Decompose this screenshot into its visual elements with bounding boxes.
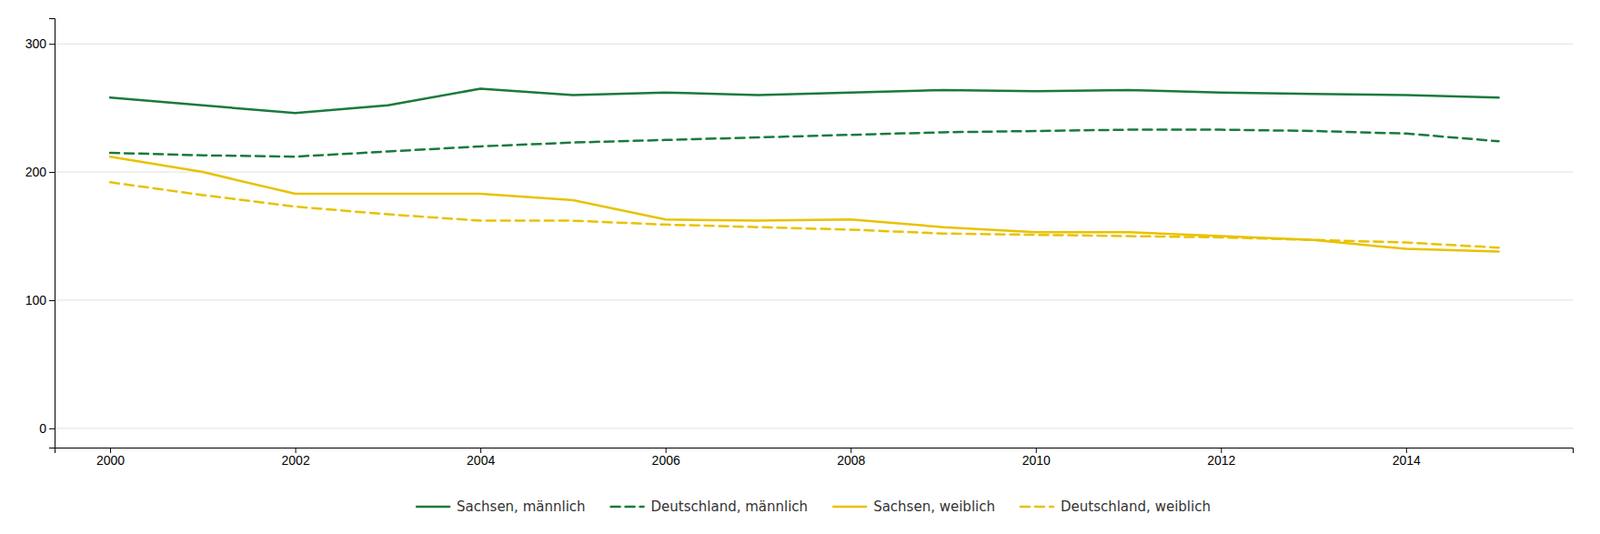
grid-line — [54, 171, 1573, 173]
series-line — [110, 88, 1500, 113]
legend-item: Deutschland, weiblich — [1020, 498, 1211, 515]
x-axis: 2000 2002 2004 2006 2008 2010 2012 2014 — [55, 447, 1574, 468]
tick-label: 0 — [39, 421, 47, 436]
tick-label: 2014 — [1392, 452, 1421, 468]
grid-line — [54, 427, 1573, 429]
tick-mark — [49, 428, 55, 430]
series-line — [110, 156, 1500, 252]
legend-swatch — [833, 505, 866, 509]
tick: 200 — [25, 164, 55, 180]
legend-item: Sachsen, männlich — [416, 498, 585, 515]
grid — [54, 43, 1573, 429]
tick-label: 2006 — [652, 452, 681, 468]
legend-label: Sachsen, männlich — [456, 498, 585, 515]
series-line — [110, 181, 1500, 248]
tick: 2012 — [1207, 447, 1236, 468]
tick-label: 2004 — [466, 452, 495, 468]
plot: 2000 2002 2004 2006 2008 2010 2012 2014 0 100 200 3… — [25, 19, 1574, 468]
grid-line — [54, 43, 1573, 45]
tick-mark — [49, 300, 55, 302]
series-line — [110, 130, 1500, 158]
legend-item: Sachsen, weiblich — [833, 498, 996, 515]
tick-label: 2010 — [1022, 452, 1051, 468]
tick-label: 2000 — [96, 452, 125, 468]
tick: 2008 — [836, 447, 866, 468]
tick-label: 200 — [25, 164, 48, 180]
y-axis: 0 100 200 300 — [25, 19, 56, 449]
tick: 0 — [39, 421, 55, 436]
tick: 100 — [25, 292, 55, 308]
tick: 2010 — [1022, 447, 1051, 468]
tick-label: 2012 — [1207, 452, 1236, 468]
tick-label: 300 — [25, 36, 48, 51]
tick: 2014 — [1392, 447, 1421, 468]
tick: 300 — [25, 36, 55, 51]
legend: Sachsen, männlich Deutschland, männlich Sa… — [416, 498, 1211, 515]
chart: 2000 2002 2004 2006 2008 2010 2012 2014 0 100 200 3… — [0, 0, 1600, 534]
legend-label: Deutschland, männlich — [651, 498, 809, 515]
legend-swatch — [611, 505, 645, 509]
legend-item: Deutschland, männlich — [611, 498, 809, 515]
legend-swatch — [416, 505, 450, 509]
axis-line — [49, 19, 56, 449]
tick-label: 100 — [25, 292, 48, 308]
tick-label: 2002 — [281, 452, 311, 468]
tick: 2000 — [96, 447, 125, 468]
grid-line — [54, 299, 1573, 301]
tick: 2002 — [281, 447, 311, 468]
tick: 2006 — [652, 447, 681, 468]
tick-mark — [49, 43, 55, 45]
legend-swatch — [1020, 505, 1054, 509]
tick-label: 2008 — [836, 452, 866, 468]
legend-label: Sachsen, weiblich — [873, 498, 996, 515]
tick-mark — [49, 171, 55, 173]
lines — [110, 88, 1500, 252]
legend-label: Deutschland, weiblich — [1060, 498, 1211, 515]
tick: 2004 — [466, 447, 495, 468]
